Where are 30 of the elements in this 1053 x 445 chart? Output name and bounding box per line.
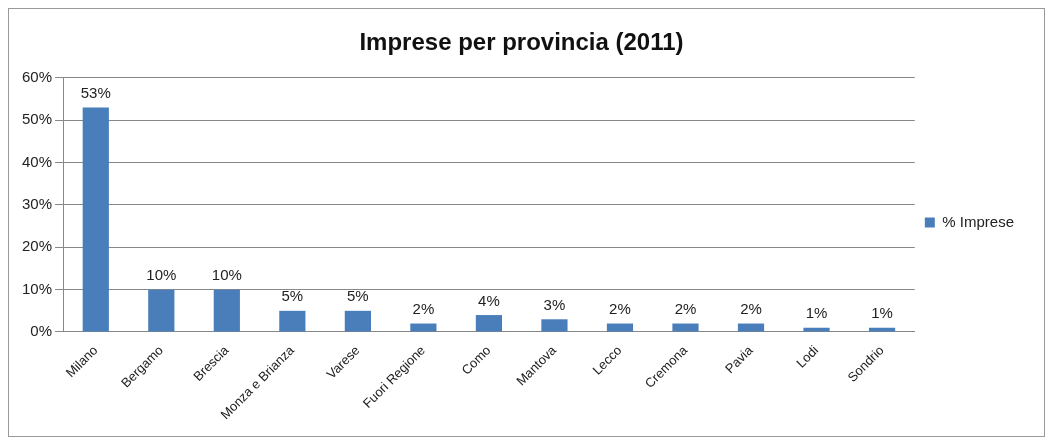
bar — [672, 323, 699, 332]
y-tick-label: 20% — [21, 237, 53, 255]
y-tick-label: 30% — [21, 195, 53, 213]
data-label: 1% — [871, 304, 893, 322]
bar — [148, 289, 175, 332]
data-label: 10% — [146, 266, 177, 284]
data-label: 4% — [478, 291, 500, 309]
bar — [82, 107, 109, 332]
bar — [213, 289, 240, 332]
data-label: 2% — [412, 300, 435, 318]
data-label: 3% — [543, 295, 566, 313]
y-tick-label: 0% — [30, 322, 53, 340]
data-label: 2% — [609, 300, 631, 318]
y-tick-label: 60% — [21, 67, 53, 85]
data-label: 5% — [281, 287, 304, 305]
bar — [344, 310, 371, 332]
y-tick-label: 50% — [21, 110, 53, 128]
bar — [475, 315, 503, 332]
legend-label: % Imprese — [942, 212, 1015, 230]
data-label: 10% — [211, 266, 242, 284]
bar — [541, 319, 568, 332]
bar — [279, 310, 306, 332]
data-label: 1% — [805, 304, 828, 322]
data-label: 5% — [347, 287, 369, 305]
y-tick-label: 40% — [21, 152, 53, 170]
data-label: 2% — [674, 300, 697, 318]
data-label: 2% — [740, 300, 762, 318]
data-label: 53% — [80, 84, 111, 102]
y-tick-label: 10% — [21, 279, 53, 297]
chart-title: Imprese per provincia (2011) — [359, 28, 684, 56]
